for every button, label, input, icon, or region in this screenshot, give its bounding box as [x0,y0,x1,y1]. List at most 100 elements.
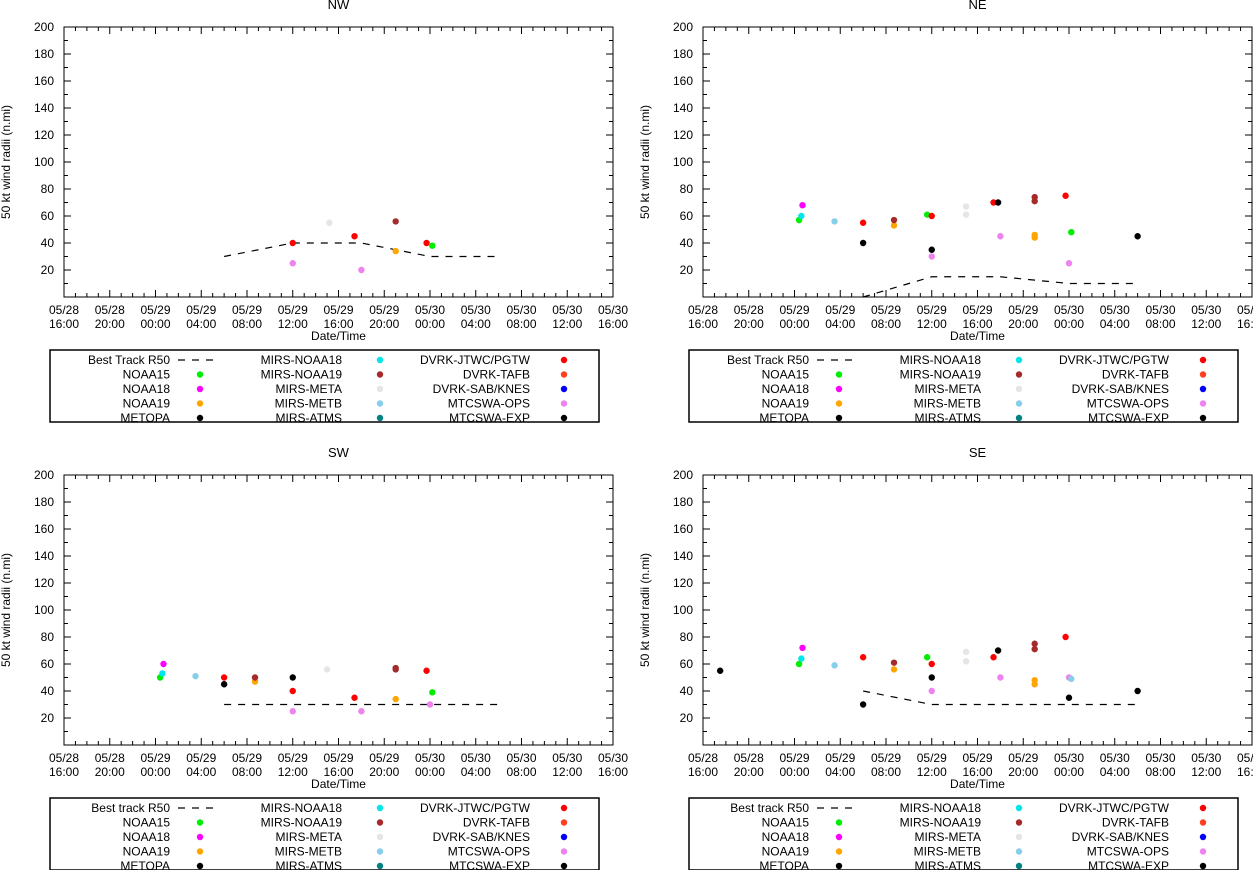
legend-item-mirs-noaa19: MIRS-NOAA19 [261,368,343,382]
legend-item-mirs-noaa19: MIRS-NOAA19 [900,368,982,382]
legend-item-mirs-noaa19-symbol [1015,371,1023,378]
legend-item-mirs-atms-symbol [1015,862,1023,870]
x-tick-time: 16:00 [323,317,353,331]
legend-item-mirs-meta: MIRS-META [915,382,981,396]
x-tick-date: 05/30 [1054,751,1084,765]
y-tick-label: 200 [34,468,54,482]
x-axis-label: Date/Time [311,777,366,791]
y-tick-label: 120 [34,128,54,142]
x-tick-date: 05/30 [1054,303,1084,317]
x-tick-time: 20:00 [95,765,125,779]
legend-item-mirs-atms-symbol [376,414,384,422]
x-tick-time: 12:00 [917,317,947,331]
x-tick-time: 20:00 [734,317,764,331]
x-tick-date: 05/30 [552,751,582,765]
y-tick-label: 160 [673,522,693,536]
x-tick-time: 12:00 [278,765,308,779]
x-tick-date: 05/29 [962,303,992,317]
legend-item-dvrk-sab-knes-symbol [560,833,568,841]
legend-item-noaa18: NOAA18 [123,830,171,844]
x-tick-date: 05/28 [95,303,125,317]
plot-frame [702,26,1253,298]
legend-item-mtcswa-exp: MTCSWA-EXP [449,411,530,425]
point-mirs-noaa19 [251,674,259,681]
point-metopa [1134,233,1141,240]
x-tick-date: 05/29 [323,751,353,765]
legend-item-noaa15: NOAA15 [123,816,171,830]
legend-item-mirs-noaa19: MIRS-NOAA19 [900,816,982,830]
point-mirs-noaa19 [1031,645,1038,653]
x-tick-time: 08:00 [871,765,901,779]
point-noaa18 [799,202,806,209]
legend-box [49,797,600,870]
x-tick-time: 04:00 [186,317,216,331]
x-tick-date: 05/30 [415,303,445,317]
legend-item-mirs-noaa19-symbol [376,371,384,378]
point-mtcswa-ops [997,674,1004,681]
x-tick-date: 05/29 [369,751,399,765]
legend-item-metopa-symbol [835,414,843,422]
x-axis-label: Date/Time [311,329,366,343]
x-tick-date: 05/29 [962,751,992,765]
y-tick-label: 140 [34,101,54,115]
legend-item-mirs-meta-symbol [376,385,384,393]
legend-item-mirs-noaa18: MIRS-NOAA18 [261,353,343,367]
point-mirs-meta [962,203,970,210]
legend-item-dvrk-tafb: DVRK-TAFB [463,816,530,830]
legend-item-noaa15-symbol [196,819,204,826]
point-metopa [716,667,724,674]
y-tick-label: 160 [34,522,54,536]
legend-item-mirs-metb-symbol [376,848,384,855]
x-axis-label: Date/Time [950,329,1005,343]
y-tick-label: 60 [41,209,55,223]
legend-item-metopa: METOPA [120,411,170,425]
point-dvrk-jtwc-pgtw [1062,633,1069,641]
chart-title: SW [328,445,350,460]
point-mirs-meta [962,658,970,665]
legend-item-mirs-noaa18-symbol [1015,356,1023,364]
legend-box [49,349,600,423]
point-dvrk-jtwc-pgtw [423,239,430,247]
x-tick-time: 12:00 [552,317,582,331]
point-mtcswa-ops [1065,260,1073,267]
legend-item-mtcswa-ops: MTCSWA-OPS [448,397,530,411]
legend-item-dvrk-sab-knes-symbol [1199,385,1207,393]
point-noaa19 [890,222,898,229]
legend-item-metopa: METOPA [759,411,809,425]
x-tick-time: 16:00 [962,765,992,779]
x-tick-date: 05/29 [232,751,262,765]
legend-item-mtcswa-ops-symbol [560,848,568,855]
point-mtcswa-ops [358,708,365,715]
legend-item-mirs-metb: MIRS-METB [914,845,981,859]
point-metopa [928,246,935,253]
legend-item-mirs-metb-symbol [376,400,384,407]
legend-item-mirs-atms-symbol [1015,414,1023,422]
legend-item-metopa-symbol [196,862,204,870]
y-tick-label: 80 [680,630,694,644]
legend-item-noaa18-symbol [196,833,204,841]
point-mtcswa-ops [928,253,935,260]
legend-item-mirs-meta: MIRS-META [276,830,342,844]
x-tick-date: 05/29 [278,751,308,765]
y-tick-label: 100 [673,603,693,617]
point-metopa [928,674,935,681]
legend-item-mtcswa-exp-symbol [1199,414,1207,422]
point-dvrk-jtwc-pgtw [423,667,430,674]
y-axis-label: 50 kt wind radii (n.mi) [0,105,13,219]
point-mirs-metb [831,662,838,669]
point-noaa19 [392,247,399,255]
y-axis-label: 50 kt wind radii (n.mi) [638,105,652,219]
x-tick-time: 12:00 [1191,765,1221,779]
legend-item-mirs-noaa19-symbol [376,819,384,826]
panel-se: SE2040608010012014016018020005/2816:0005… [638,445,1253,870]
point-dvrk-jtwc-pgtw [351,233,358,240]
legend-item-noaa19: NOAA19 [762,397,810,411]
legend-item-mtcswa-exp: MTCSWA-EXP [1088,411,1169,425]
legend-item-noaa15-symbol [835,819,843,826]
x-tick-time: 16:00 [598,317,628,331]
x-tick-date: 05/30 [506,303,536,317]
x-tick-time: 00:00 [140,765,170,779]
y-tick-label: 140 [34,549,54,563]
